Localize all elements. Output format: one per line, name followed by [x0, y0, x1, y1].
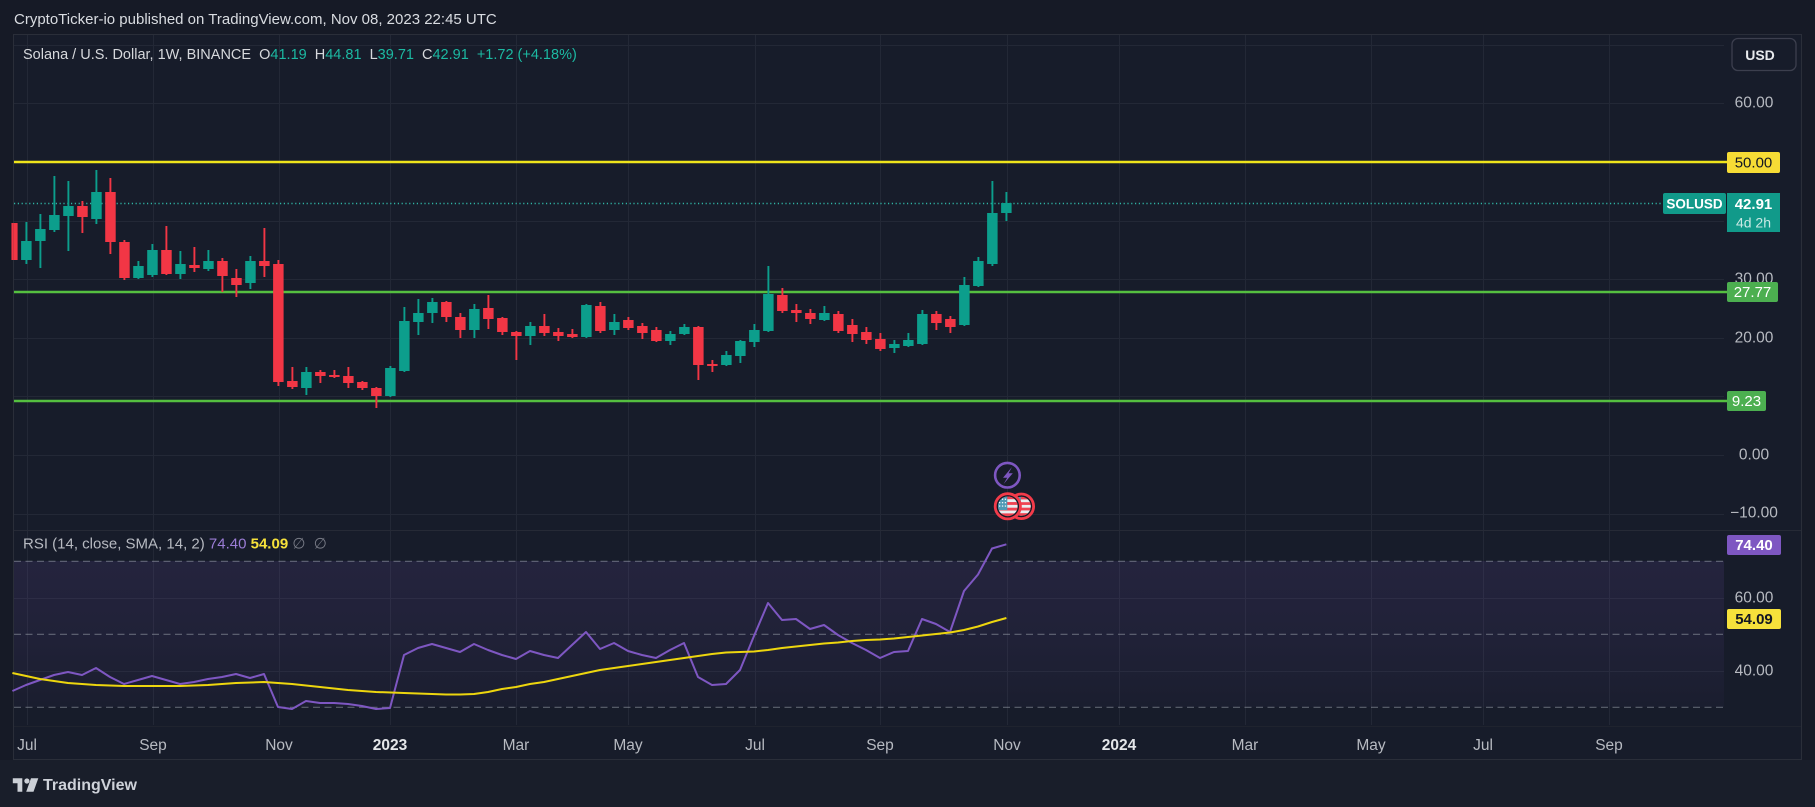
svg-text:0.00: 0.00 — [1739, 447, 1770, 464]
svg-text:CryptoTicker-io published on T: CryptoTicker-io published on TradingView… — [14, 11, 497, 28]
svg-text:Sep: Sep — [1595, 737, 1623, 754]
svg-text:TradingView: TradingView — [43, 777, 138, 794]
svg-text:42.91: 42.91 — [1735, 196, 1773, 213]
svg-text:SOLUSD: SOLUSD — [1666, 197, 1723, 212]
svg-text:Nov: Nov — [993, 737, 1021, 754]
svg-text:Mar: Mar — [503, 737, 530, 754]
svg-text:54.09: 54.09 — [1735, 611, 1773, 628]
svg-text:May: May — [1356, 737, 1386, 754]
svg-text:50.00: 50.00 — [1735, 155, 1773, 172]
svg-text:Jul: Jul — [17, 737, 37, 754]
svg-text:40.00: 40.00 — [1735, 663, 1774, 680]
svg-text:Jul: Jul — [745, 737, 765, 754]
svg-text:20.00: 20.00 — [1735, 330, 1774, 347]
svg-text:−10.00: −10.00 — [1730, 505, 1778, 522]
svg-text:RSI (14, close, SMA, 14, 2) 74: RSI (14, close, SMA, 14, 2) 74.40 54.09 … — [23, 535, 327, 552]
svg-text:60.00: 60.00 — [1735, 95, 1774, 112]
svg-text:Sep: Sep — [139, 737, 167, 754]
svg-text:Nov: Nov — [265, 737, 293, 754]
svg-text:2023: 2023 — [373, 737, 408, 754]
svg-text:USD: USD — [1745, 47, 1775, 63]
svg-text:2024: 2024 — [1102, 737, 1137, 754]
svg-text:27.77: 27.77 — [1734, 284, 1772, 301]
svg-text:Mar: Mar — [1232, 737, 1259, 754]
svg-text:60.00: 60.00 — [1735, 590, 1774, 607]
svg-text:May: May — [613, 737, 643, 754]
svg-text:Jul: Jul — [1473, 737, 1493, 754]
svg-text:4d 2h: 4d 2h — [1736, 215, 1771, 231]
svg-text:74.40: 74.40 — [1735, 537, 1773, 554]
svg-text:9.23: 9.23 — [1732, 393, 1761, 410]
svg-text:Sep: Sep — [866, 737, 894, 754]
svg-text:Solana / U.S. Dollar, 1W, BINA: Solana / U.S. Dollar, 1W, BINANCE O41.19… — [23, 47, 577, 63]
